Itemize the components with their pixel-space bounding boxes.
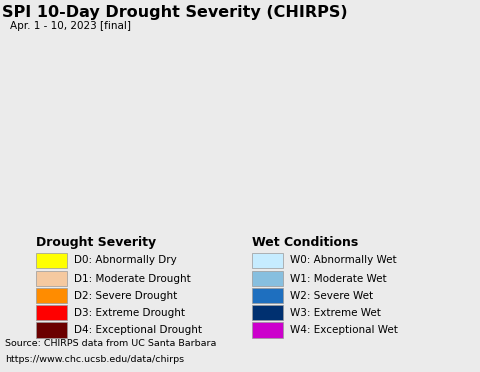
Bar <box>36 253 67 268</box>
Text: W1: Moderate Wet: W1: Moderate Wet <box>290 273 387 283</box>
Text: Wet Conditions: Wet Conditions <box>252 236 358 249</box>
Text: W2: Severe Wet: W2: Severe Wet <box>290 291 373 301</box>
Bar <box>252 288 283 304</box>
Text: D2: Severe Drought: D2: Severe Drought <box>74 291 178 301</box>
Text: Apr. 1 - 10, 2023 [final]: Apr. 1 - 10, 2023 [final] <box>10 21 131 31</box>
Text: W4: Exceptional Wet: W4: Exceptional Wet <box>290 325 398 335</box>
Bar <box>36 288 67 304</box>
Text: SPI 10-Day Drought Severity (CHIRPS): SPI 10-Day Drought Severity (CHIRPS) <box>2 5 348 20</box>
Text: D3: Extreme Drought: D3: Extreme Drought <box>74 308 185 318</box>
Bar <box>252 305 283 321</box>
Bar <box>252 253 283 268</box>
Bar <box>36 271 67 286</box>
Text: W3: Extreme Wet: W3: Extreme Wet <box>290 308 381 318</box>
Bar <box>252 271 283 286</box>
Text: D4: Exceptional Drought: D4: Exceptional Drought <box>74 325 203 335</box>
Text: https://www.chc.ucsb.edu/data/chirps: https://www.chc.ucsb.edu/data/chirps <box>5 355 184 364</box>
Bar <box>36 322 67 337</box>
Bar <box>252 322 283 337</box>
Text: W0: Abnormally Wet: W0: Abnormally Wet <box>290 256 397 266</box>
Text: Drought Severity: Drought Severity <box>36 236 156 249</box>
Text: Source: CHIRPS data from UC Santa Barbara: Source: CHIRPS data from UC Santa Barbar… <box>5 339 216 347</box>
Bar <box>36 305 67 321</box>
Text: D0: Abnormally Dry: D0: Abnormally Dry <box>74 256 177 266</box>
Text: D1: Moderate Drought: D1: Moderate Drought <box>74 273 191 283</box>
